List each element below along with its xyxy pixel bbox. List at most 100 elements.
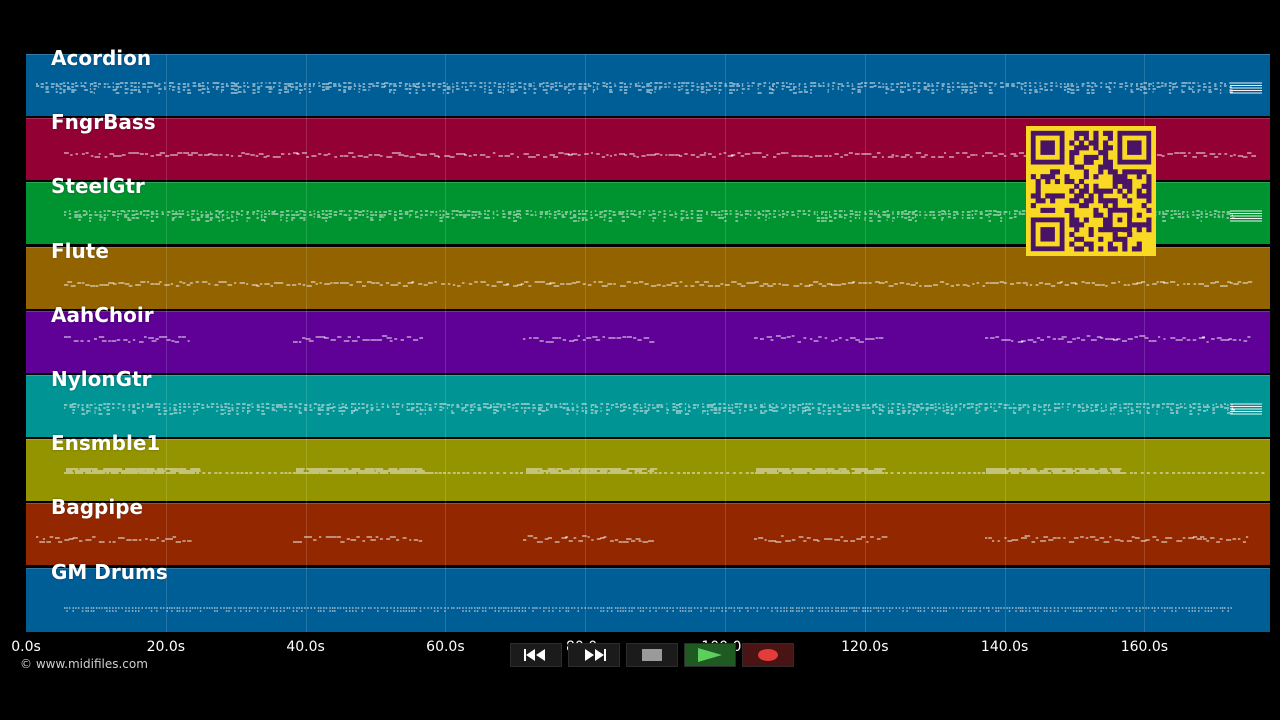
qr-module: [1093, 154, 1099, 161]
qr-module: [1078, 203, 1085, 209]
qr-module: [1074, 193, 1080, 199]
qr-module: [1040, 207, 1046, 213]
qr-module: [1098, 169, 1104, 175]
track-lane[interactable]: NylonGtr: [26, 367, 1270, 437]
qr-module: [1078, 193, 1085, 199]
qr-module: [1040, 140, 1055, 155]
record-button[interactable]: [742, 643, 794, 667]
qr-module: [1146, 198, 1152, 204]
qr-module: [1088, 241, 1094, 247]
qr-module: [1122, 241, 1128, 247]
qr-module: [1136, 246, 1142, 252]
qr-module: [1127, 198, 1133, 204]
track-name: Ensmble1: [51, 431, 161, 456]
note-lane: [64, 281, 1253, 287]
qr-module: [1069, 150, 1075, 156]
track-lane[interactable]: Acordion: [26, 46, 1270, 116]
qr-module: [1074, 217, 1080, 223]
qr-module: [1093, 140, 1099, 146]
note-lane: [64, 210, 1262, 222]
qr-module: [1117, 236, 1123, 242]
qr-module: [1127, 178, 1133, 185]
qr-module: [1083, 217, 1089, 223]
time-tick-label: 40.0s: [286, 639, 325, 655]
stop-button[interactable]: [626, 643, 678, 667]
qr-module: [1050, 174, 1056, 180]
qr-module: [1045, 193, 1051, 199]
qr-module: [1050, 198, 1056, 204]
qr-module: [1088, 154, 1094, 161]
qr-module: [1083, 135, 1089, 141]
qr-module: [1078, 164, 1085, 170]
qr-module: [1107, 135, 1113, 141]
qr-module: [1069, 231, 1075, 238]
qr-module: [1136, 212, 1142, 218]
qr-module: [1098, 227, 1104, 233]
qr-module: [1107, 145, 1113, 151]
qr-module: [1035, 188, 1041, 194]
time-tick-label: 0.0s: [11, 639, 41, 655]
qr-module: [1074, 130, 1080, 136]
time-tick-label: 140.0s: [980, 639, 1029, 655]
qr-module: [1112, 231, 1118, 238]
qr-module: [1083, 154, 1089, 161]
qr-module: [1050, 193, 1056, 199]
qr-module: [1103, 154, 1109, 161]
track-lane[interactable]: Flute: [26, 239, 1270, 309]
qr-code[interactable]: [1026, 126, 1156, 256]
qr-module: [1103, 203, 1109, 209]
note-lane: [64, 335, 1251, 343]
qr-module: [1146, 227, 1152, 233]
qr-module: [1074, 164, 1080, 170]
time-tick-label: 160.0s: [1120, 639, 1169, 655]
qr-module: [1112, 183, 1118, 189]
fast-forward-button[interactable]: [568, 643, 620, 667]
track-lane[interactable]: AahChoir: [26, 303, 1270, 373]
track-lane[interactable]: GM Drums: [26, 560, 1270, 632]
qr-module: [1045, 174, 1051, 180]
qr-module: [1083, 159, 1089, 165]
qr-module: [1045, 207, 1051, 213]
qr-module: [1098, 212, 1104, 218]
qr-module: [1030, 193, 1036, 199]
qr-module: [1107, 164, 1113, 170]
qr-module: [1093, 174, 1099, 180]
qr-module: [1098, 150, 1104, 156]
qr-module: [1083, 188, 1089, 194]
qr-module: [1083, 174, 1089, 180]
qr-module: [1078, 178, 1085, 185]
play-button[interactable]: [684, 643, 736, 667]
qr-module: [1103, 188, 1109, 194]
qr-module: [1040, 174, 1046, 180]
qr-module: [1146, 193, 1152, 199]
qr-module: [1088, 231, 1094, 238]
rewind-button[interactable]: [510, 643, 562, 667]
qr-module: [1146, 183, 1152, 189]
note-lane: [36, 535, 1249, 543]
qr-module: [1098, 188, 1104, 194]
track-name: GM Drums: [51, 559, 168, 584]
qr-module: [1136, 188, 1142, 194]
track-lane[interactable]: Bagpipe: [26, 495, 1270, 566]
transport-controls: [510, 642, 794, 668]
qr-module: [1035, 198, 1041, 204]
qr-module: [1074, 236, 1080, 242]
qr-module: [1127, 169, 1133, 175]
qr-module: [1107, 169, 1113, 175]
qr-module: [1122, 236, 1128, 242]
qr-module: [1083, 203, 1089, 209]
note-lane: [64, 152, 1256, 158]
qr-module: [1074, 246, 1080, 252]
qr-module: [1035, 193, 1041, 199]
qr-module: [1054, 193, 1061, 199]
qr-module: [1136, 169, 1142, 175]
qr-module: [1045, 178, 1051, 185]
qr-module: [1074, 222, 1080, 228]
track-lane[interactable]: Ensmble1: [26, 431, 1270, 502]
qr-module: [1088, 227, 1094, 233]
qr-module: [1103, 159, 1109, 165]
qr-module: [1054, 169, 1061, 175]
qr-module: [1069, 198, 1075, 204]
qr-module: [1146, 222, 1152, 228]
qr-module: [1146, 207, 1152, 213]
